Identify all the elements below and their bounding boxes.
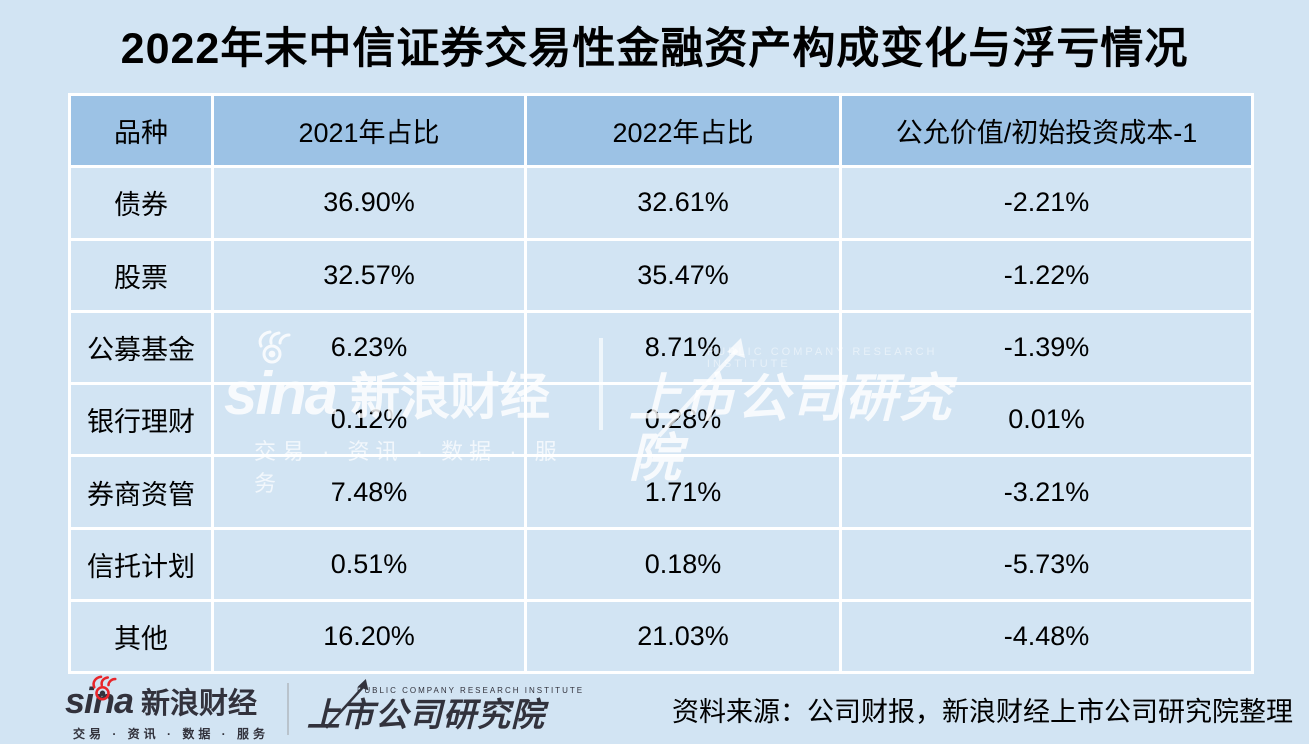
table-cell: -1.39%	[842, 312, 1251, 383]
table-cell: 0.28%	[527, 385, 839, 455]
table-cell: -2.21%	[842, 168, 1251, 238]
footer-sina-lockup: sina 新浪财经 交易 · 资讯 · 数据 · 服务	[65, 674, 269, 742]
table-cell: 21.03%	[527, 602, 839, 672]
table-header-cell: 品种	[71, 96, 211, 166]
table-cell: 银行理财	[71, 385, 211, 455]
footer-pcri-chinese: 上市公司研究院	[307, 695, 545, 733]
table-header-cell: 2022年占比	[527, 96, 839, 166]
footer-arrow-icon	[319, 676, 375, 737]
table-cell: -1.22%	[842, 240, 1251, 310]
table-cell: 7.48%	[214, 457, 524, 527]
footer-sina-finance-text: 新浪财经	[141, 687, 258, 720]
footer-pcri-english: PUBLIC COMPANY RESEARCH INSTITUTE	[357, 685, 585, 695]
footer: sina 新浪财经 交易 · 资讯 · 数据 · 服务 PUBLIC COMPA…	[65, 674, 1297, 742]
table-cell: 0.51%	[214, 529, 524, 600]
table-cell: 32.61%	[527, 168, 839, 238]
table-cell: 1.71%	[527, 457, 839, 527]
table-cell: 32.57%	[214, 240, 524, 310]
table-cell: 16.20%	[214, 602, 524, 672]
page-title: 2022年末中信证券交易性金融资产构成变化与浮亏情况	[120, 25, 1189, 73]
table-cell: 0.18%	[527, 529, 839, 600]
table-cell: 信托计划	[71, 529, 211, 600]
table-cell: -5.73%	[842, 529, 1251, 600]
table-cell: 其他	[71, 602, 211, 672]
table-cell: 债券	[71, 168, 211, 238]
table-header-cell: 公允价值/初始投资成本-1	[842, 96, 1251, 166]
source-note: 资料来源：公司财报，新浪财经上市公司研究院整理	[672, 696, 1293, 727]
table-cell: 券商资管	[71, 457, 211, 527]
table-cell: 0.01%	[842, 385, 1251, 455]
footer-tagline: 交易 · 资讯 · 数据 · 服务	[73, 726, 269, 741]
table-header-cell: 2021年占比	[214, 96, 524, 166]
table-cell: 公募基金	[71, 312, 211, 383]
data-table: 品种 2021年占比 2022年占比 公允价值/初始投资成本-1 债券 36.9…	[68, 93, 1254, 675]
footer-pcri-lockup: PUBLIC COMPANY RESEARCH INSTITUTE 上市公司研究…	[307, 678, 585, 735]
table-cell: 0.12%	[214, 385, 524, 455]
table-cell: 36.90%	[214, 168, 524, 238]
footer-divider	[287, 683, 289, 735]
table-cell: 8.71%	[527, 312, 839, 383]
table-cell: -4.48%	[842, 602, 1251, 672]
table-cell: 股票	[71, 240, 211, 310]
table-cell: -3.21%	[842, 457, 1251, 527]
table-cell: 6.23%	[214, 312, 524, 383]
table-cell: 35.47%	[527, 240, 839, 310]
sina-flame-icon	[89, 674, 119, 706]
